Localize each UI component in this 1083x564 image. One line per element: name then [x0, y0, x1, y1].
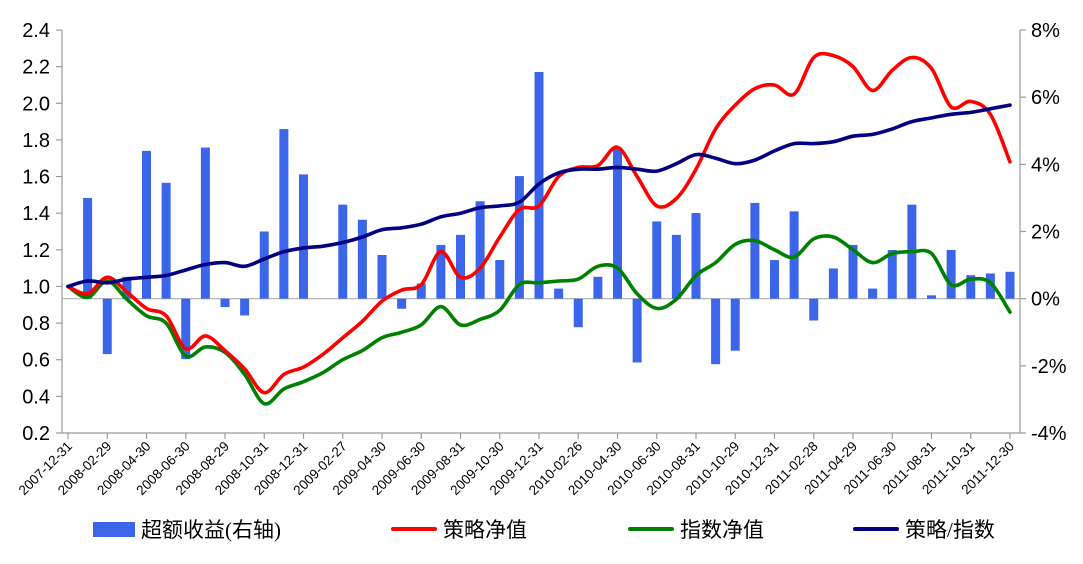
y-right-tick-label: 0%	[1031, 289, 1060, 311]
y-left-tick-label: 0.8	[22, 313, 50, 335]
strategy-nav-swatch-icon	[391, 527, 437, 531]
excess-return-bar	[122, 276, 132, 299]
y-left-tick-label: 0.2	[22, 423, 50, 445]
y-left-tick-label: 1.2	[22, 240, 50, 262]
excess-return-bar	[456, 234, 465, 299]
excess-return-bar	[770, 260, 779, 299]
excess-return-bar	[397, 298, 407, 309]
strategy-over-index-swatch-icon	[853, 527, 899, 531]
y-right-tick-label: 8%	[1031, 20, 1060, 42]
y-right-tick-label: 6%	[1031, 87, 1060, 109]
y-left-tick-label: 0.4	[22, 386, 50, 408]
excess-return-bar	[181, 298, 191, 360]
excess-return-bar	[436, 244, 446, 299]
legend-label-strategy-over-index: 策略/指数	[905, 518, 995, 542]
excess-return-bar	[259, 231, 269, 299]
excess-return-bar	[730, 298, 740, 351]
legend-item-strategy-over-index: 策略/指数	[853, 511, 995, 547]
strategy-index-ratio-line	[66, 103, 1012, 289]
legend-label-index-nav: 指数净值	[680, 518, 764, 542]
excess-return-bar	[377, 255, 387, 299]
excess-return-bar	[161, 182, 171, 299]
legend-item-excess-return: 超额收益(右轴)	[93, 511, 281, 547]
y-left-tick-label: 2.4	[22, 20, 50, 42]
excess-return-bar	[711, 298, 721, 365]
excess-return-bar	[750, 202, 760, 299]
y-right-tick-label: -4%	[1031, 423, 1067, 445]
excess-return-bar	[985, 273, 995, 299]
excess-return-bar	[946, 249, 956, 299]
excess-return-bar	[495, 260, 505, 299]
excess-return-bar	[475, 201, 485, 299]
excess-return-bar	[966, 275, 976, 299]
excess-return-bar	[593, 276, 603, 299]
excess-return-bar	[632, 298, 642, 363]
legend-label-strategy-nav: 策略净值	[443, 518, 527, 542]
excess-return-bar	[613, 147, 622, 299]
excess-return-bar	[299, 174, 308, 299]
y-left-tick-label: 1.0	[22, 276, 50, 298]
excess-return-bar	[868, 288, 878, 299]
excess-return-bar	[240, 298, 250, 316]
legend-item-index-nav: 指数净值	[628, 511, 764, 547]
excess-return-bar	[220, 298, 230, 308]
excess-return-bar	[691, 213, 701, 299]
y-left-tick-label: 1.4	[22, 203, 50, 225]
excess-return-bar	[200, 147, 210, 299]
excess-return-bar	[671, 234, 681, 299]
y-left-tick-label: 0.6	[22, 350, 50, 372]
excess-return-bar	[848, 244, 858, 299]
excess-return-bar	[83, 197, 93, 299]
y-left-tick-label: 1.8	[22, 130, 50, 152]
excess-return-bar	[789, 211, 799, 299]
excess-return-bar	[573, 298, 583, 328]
excess-return-bar	[338, 204, 348, 299]
excess-return-bar	[514, 176, 524, 299]
excess-return-bar	[142, 150, 151, 299]
y-left-tick-label: 2.0	[22, 93, 50, 115]
y-right-tick-label: -2%	[1031, 356, 1067, 378]
index-nav-swatch-icon	[628, 527, 674, 531]
excess-return-bar	[809, 298, 819, 321]
chart-legend: 超额收益(右轴) 策略净值 指数净值 策略/指数	[0, 511, 1083, 553]
excess-return-bar	[554, 288, 564, 299]
excess-return-bar	[887, 249, 897, 299]
excess-return-bar	[416, 283, 426, 299]
strategy-nav-line	[66, 51, 1012, 395]
excess-return-bar	[1005, 271, 1015, 299]
y-left-tick-label: 2.2	[22, 57, 50, 79]
excess-return-bar	[828, 268, 838, 299]
excess-return-bar	[279, 129, 289, 299]
legend-label-excess-return: 超额收益(右轴)	[141, 518, 281, 542]
excess-return-swatch-icon	[93, 521, 135, 537]
legend-item-strategy-nav: 策略净值	[391, 511, 527, 547]
excess-return-bar	[102, 298, 112, 355]
y-right-tick-label: 2%	[1031, 222, 1060, 244]
y-right-tick-label: 4%	[1031, 154, 1060, 176]
excess-return-bar	[927, 295, 936, 299]
excess-return-bar	[357, 219, 367, 299]
y-left-tick-label: 1.6	[22, 167, 50, 189]
excess-return-bar	[652, 221, 662, 299]
